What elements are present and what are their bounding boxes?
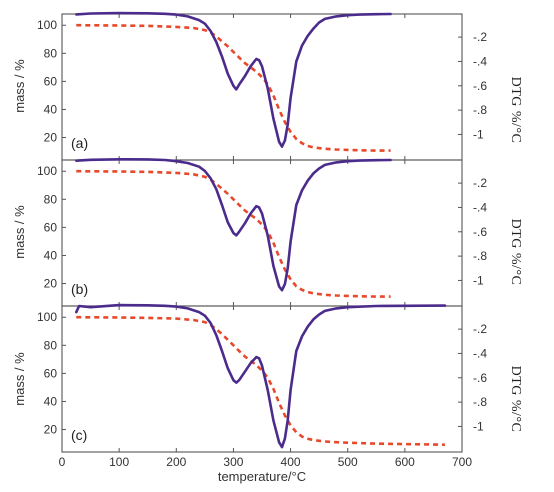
x-tick-label: 300 [223,455,243,469]
mass-curve-2 [76,169,391,298]
mass-tick-label: 40 [44,102,58,116]
mass-tick-label: 80 [44,192,58,206]
mass-curve-1 [76,23,391,152]
x-tick-label: 200 [166,455,186,469]
panel-1: 20 40 60 80 100 -.2 -.4 -.6 -.8 -1 (a) [37,11,487,161]
mass-tick-label: 100 [37,164,57,178]
dtg-tick-label: -.8 [473,103,487,117]
dtg-tick-label: -1 [473,419,484,433]
x-axis-title: temperature/°C [218,469,306,484]
dtg-tick-label: -.4 [473,54,487,68]
dtg-axis-title-b: DTG %/°C [508,219,523,286]
x-tick-label: 700 [452,455,472,469]
mass-axis-title-b: mass / % [12,205,27,259]
x-tick-label: 500 [338,455,358,469]
panel-label: (c) [71,427,87,443]
panel-3: 20 40 60 80 100 -.2 -.4 -.6 -.8 -1 (c) [37,303,487,453]
mass-tick-label: 20 [44,277,58,291]
mass-tick-label: 60 [44,220,58,234]
mass-tick-label: 100 [37,310,57,324]
x-tick-label: 400 [281,455,301,469]
mass-tick-label: 20 [44,131,58,145]
mass-tick-label: 60 [44,366,58,380]
panel-label: (b) [71,281,88,297]
mass-tick-label: 40 [44,394,58,408]
mass-tick-label: 80 [44,46,58,60]
mass-curve-3 [76,315,445,446]
panel-label: (a) [71,135,88,151]
mass-tick-label: 100 [37,18,57,32]
panel-frame [61,305,463,453]
dtg-tick-label: -.6 [473,225,487,239]
x-tick-label: 600 [395,455,415,469]
panel-2: 20 40 60 80 100 -.2 -.4 -.6 -.8 -1 (b) [37,158,487,307]
dtg-tick-label: -1 [473,127,484,141]
dtg-curve-2 [75,158,392,292]
dtg-tick-label: -.6 [473,371,487,385]
dtg-curve-3 [75,303,447,449]
dtg-tick-label: -.8 [473,395,487,409]
panel-frame [61,159,463,307]
dtg-tick-label: -.4 [473,346,487,360]
mass-tick-label: 80 [44,338,58,352]
x-tick-label: 0 [59,455,66,469]
mass-tick-label: 60 [44,74,58,88]
x-tick-labels: 0 100 200 300 400 500 600 700 [59,455,473,469]
dtg-tick-label: -.4 [473,200,487,214]
dtg-curve-1 [75,11,392,148]
dtg-tick-label: -.8 [473,249,487,263]
mass-tick-label: 40 [44,248,58,262]
dtg-tick-label: -.6 [473,79,487,93]
dtg-tick-label: -.2 [473,176,487,190]
dtg-axis-title-a: DTG %/°C [508,77,523,144]
x-tick-label: 100 [109,455,129,469]
panel-frame [61,13,463,161]
dtg-tick-label: -1 [473,273,484,287]
panels-layer: 20 40 60 80 100 -.2 -.4 -.6 -.8 -1 (a) 20 40 60 80 100 -… [37,11,487,453]
mass-axis-title-c: mass / % [12,352,27,406]
dtg-axis-title-c: DTG %/°C [508,366,523,433]
dtg-tick-label: -.2 [473,30,487,44]
dtg-tick-label: -.2 [473,322,487,336]
mass-axis-title-a: mass / % [12,59,27,113]
mass-tick-label: 20 [44,423,58,437]
